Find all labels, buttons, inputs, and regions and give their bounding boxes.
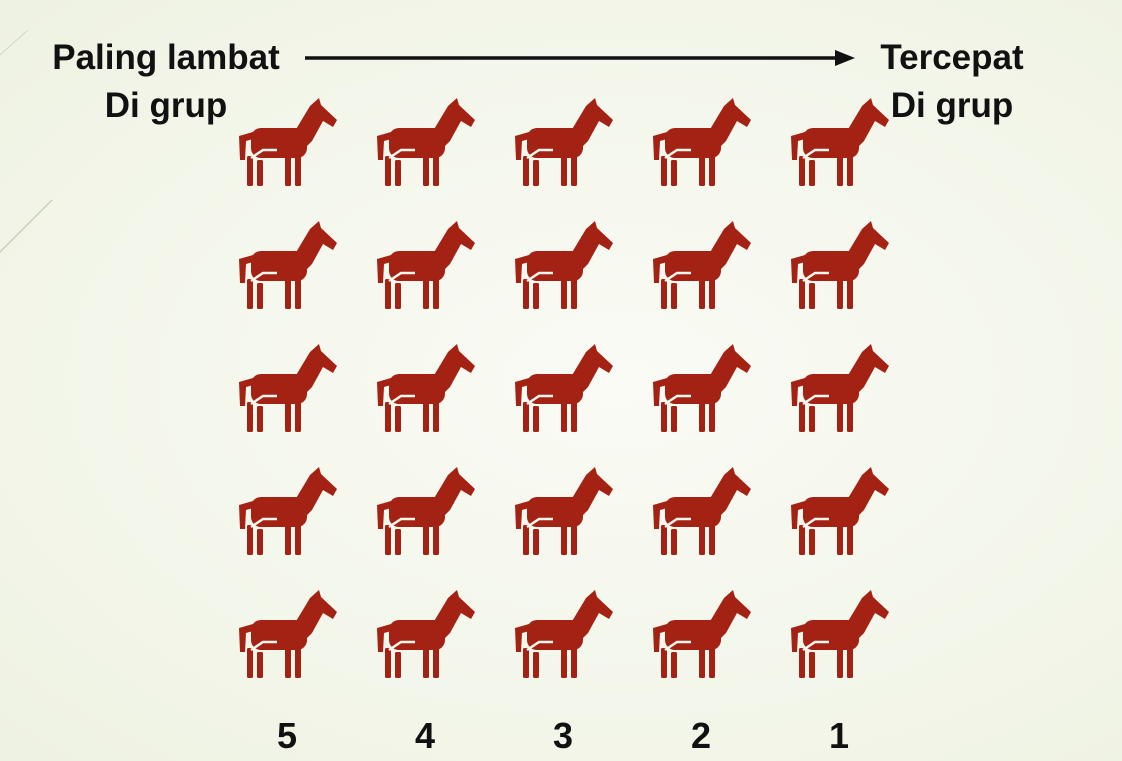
horse-icon [237, 96, 337, 186]
horse-icon [651, 465, 751, 555]
horse-icon [513, 342, 613, 432]
arrow-right-icon [305, 50, 855, 66]
horse-icon [789, 588, 889, 678]
horse-icon [651, 588, 751, 678]
horse-icon [375, 465, 475, 555]
column-number: 4 [414, 715, 436, 756]
slowest-label-line-2: Di grup [104, 86, 228, 125]
fastest-label: Tercepat Di grup [860, 34, 1044, 130]
horse-icon [375, 219, 475, 309]
slowest-label-line-1: Paling lambat [52, 38, 280, 77]
column-number: 3 [552, 715, 574, 756]
fastest-label-line-2: Di grup [890, 86, 1014, 125]
horse-icon [789, 219, 889, 309]
horse-icon [513, 96, 613, 186]
horse-icon [237, 219, 337, 309]
horse-icon [237, 465, 337, 555]
horse-icon [651, 219, 751, 309]
horse-icon [375, 342, 475, 432]
horse-icon [513, 465, 613, 555]
horse-icon [513, 588, 613, 678]
horse-icon [237, 588, 337, 678]
column-number: 1 [828, 715, 850, 756]
fastest-label-line-1: Tercepat [880, 38, 1024, 77]
slowest-label: Paling lambat Di grup [30, 34, 302, 130]
column-number: 2 [690, 715, 712, 756]
column-number: 5 [276, 715, 298, 756]
horse-icon [651, 342, 751, 432]
horse-icon [375, 96, 475, 186]
horse-icon [789, 465, 889, 555]
horse-icon [513, 219, 613, 309]
horse-icon [651, 96, 751, 186]
horse-icon [237, 342, 337, 432]
horse-icon [375, 588, 475, 678]
horse-icon [789, 342, 889, 432]
horse-icon [789, 96, 889, 186]
